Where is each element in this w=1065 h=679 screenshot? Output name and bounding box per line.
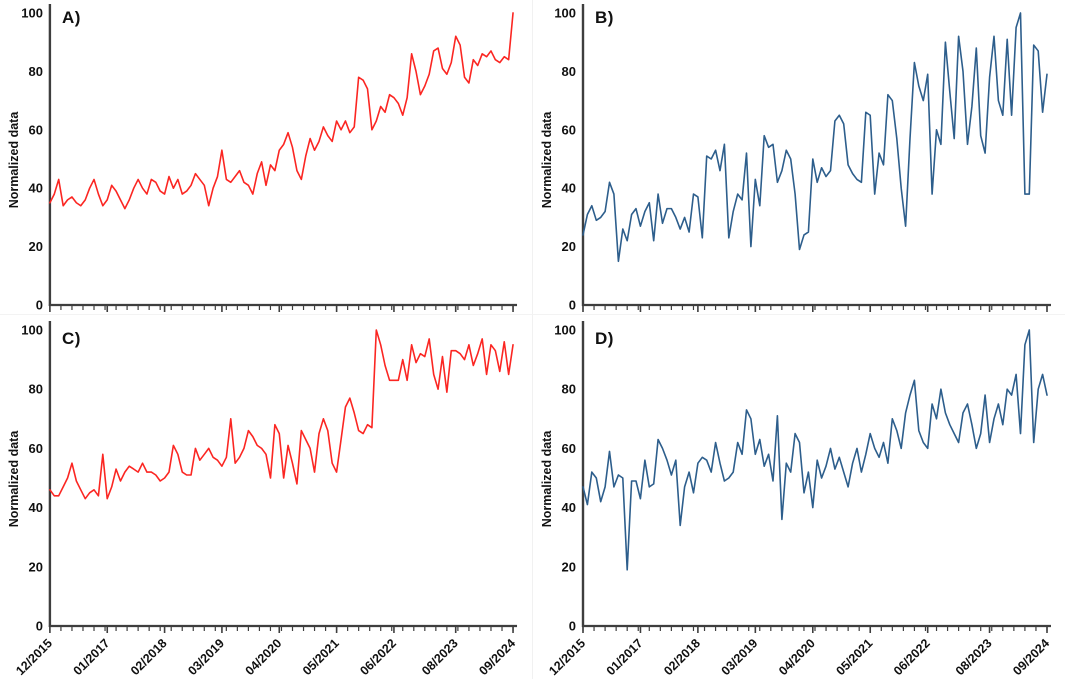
x-tick-label: 03/2019 [185, 636, 227, 678]
chart-c-canvas: 0 20 40 60 80 100 12/2015 01/2017 02/2018 03/2019… [13, 321, 518, 678]
y-tick-label: 40 [562, 500, 576, 515]
panel-b-y-axis-title: Normalized data [540, 111, 554, 209]
y-tick-label: 40 [28, 181, 42, 196]
y-tick-label: 20 [562, 559, 576, 574]
x-tick-label: 12/2015 [13, 636, 55, 678]
y-tick-label: 0 [569, 619, 576, 634]
y-tick-label: 40 [28, 500, 42, 515]
x-tick-label: 03/2019 [719, 636, 761, 678]
panel-d: 0 20 40 60 80 100 12/2015 01/2017 02/2018 03/2019… [533, 315, 1065, 679]
x-tick-label: 02/2018 [661, 636, 703, 678]
y-tick-label: 100 [21, 322, 43, 337]
y-tick-label: 20 [562, 239, 576, 254]
y-tick-label: 60 [28, 122, 42, 137]
chart-a-canvas: 0 20 40 60 80 100 [21, 3, 518, 313]
series-line [582, 329, 1048, 571]
x-tick-label: 08/2023 [419, 636, 461, 678]
y-tick-label: 100 [554, 5, 576, 20]
y-tick-label: 80 [562, 64, 576, 79]
series-line [582, 12, 1048, 263]
series-line [49, 12, 514, 210]
x-tick-label: 02/2018 [128, 636, 170, 678]
y-tick-label: 80 [28, 382, 42, 397]
x-tick-label: 01/2017 [71, 636, 113, 678]
series-line [49, 329, 514, 500]
y-tick-label: 0 [36, 618, 43, 633]
chart-b-canvas: 0 20 40 60 80 100 [554, 3, 1051, 313]
y-tick-label: 100 [554, 323, 576, 338]
x-tick-label: 05/2021 [834, 636, 876, 678]
y-tick-label: 80 [562, 382, 576, 397]
y-tick-label: 60 [28, 441, 42, 456]
chart-d-canvas: 0 20 40 60 80 100 12/2015 01/2017 02/2018 03/2019… [546, 321, 1052, 678]
panel-b-label: B) [595, 8, 614, 27]
y-tick-label: 0 [569, 298, 576, 313]
panel-c-label: C) [62, 329, 81, 348]
x-tick-label: 04/2020 [776, 636, 818, 678]
panel-d-label: D) [595, 329, 614, 348]
x-tick-label: 12/2015 [546, 636, 588, 678]
x-tick-label: 05/2021 [300, 636, 342, 678]
x-tick-label: 09/2024 [1010, 636, 1052, 678]
y-tick-label: 80 [28, 64, 42, 79]
panel-b: 0 20 40 60 80 100 B) Normalized data [533, 0, 1065, 315]
x-tick-label: 08/2023 [953, 636, 995, 678]
y-tick-label: 20 [28, 239, 42, 254]
x-tick-label: 06/2022 [891, 636, 933, 678]
panel-a-y-axis-title: Normalized data [7, 111, 21, 209]
x-tick-label: 06/2022 [357, 636, 399, 678]
x-tick-label: 09/2024 [476, 636, 518, 678]
panel-d-y-axis-title: Normalized data [540, 430, 554, 528]
panel-a: 0 20 40 60 80 100 A) Normalized data [0, 0, 533, 315]
y-tick-label: 20 [28, 559, 42, 574]
x-tick-label: 04/2020 [243, 636, 285, 678]
y-tick-label: 60 [562, 441, 576, 456]
panel-c-y-axis-title: Normalized data [7, 430, 21, 528]
y-tick-label: 60 [562, 122, 576, 137]
x-tick-label: 01/2017 [604, 636, 646, 678]
panel-a-label: A) [62, 8, 81, 27]
y-tick-label: 0 [36, 298, 43, 313]
y-tick-label: 100 [21, 5, 43, 20]
panel-c: 0 20 40 60 80 100 12/2015 01/2017 02/2018 03/2019… [0, 315, 533, 679]
y-tick-label: 40 [562, 181, 576, 196]
